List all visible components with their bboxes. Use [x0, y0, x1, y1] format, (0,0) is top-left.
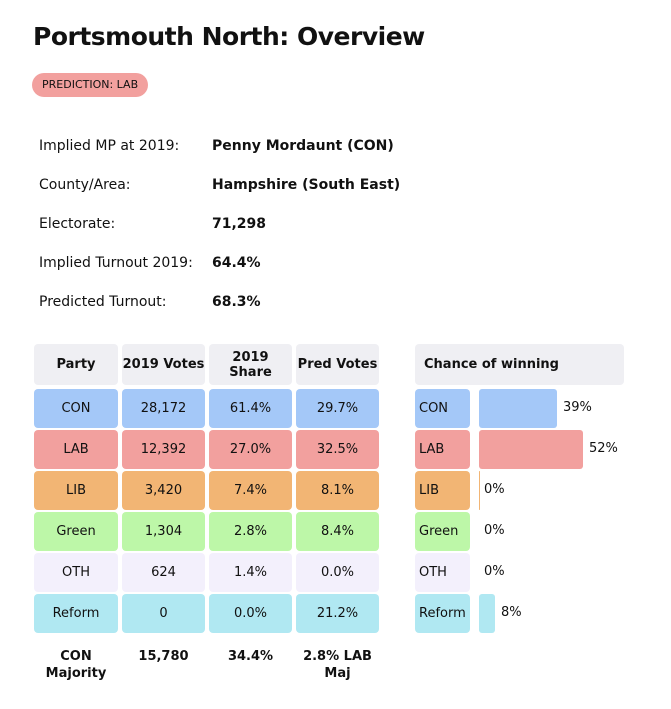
chance-party-label: CON — [415, 389, 470, 428]
info-value: 64.4% — [212, 254, 261, 271]
chance-bar — [479, 430, 583, 469]
chance-party-label: LIB — [415, 471, 470, 510]
votes-2019-cell: 28,172 — [122, 389, 205, 428]
info-row: Implied Turnout 2019: 64.4% — [39, 243, 400, 282]
pred-votes-cell: 8.1% — [296, 471, 379, 510]
footer-cell: 15,780 — [138, 649, 189, 664]
info-label: Predicted Turnout: — [39, 293, 167, 310]
chance-header: Chance of winning — [415, 344, 624, 385]
info-row: County/Area: Hampshire (South East) — [39, 165, 400, 204]
party-cell: CON — [34, 389, 118, 428]
footer-cell: CON Majority — [45, 649, 107, 681]
share-2019-cell: 7.4% — [209, 471, 292, 510]
share-2019-cell: 0.0% — [209, 594, 292, 633]
chance-percent: 52% — [589, 441, 618, 456]
info-value: Hampshire (South East) — [212, 176, 401, 193]
chance-party-label: OTH — [415, 553, 470, 592]
party-cell: OTH — [34, 553, 118, 592]
info-row: Implied MP at 2019: Penny Mordaunt (CON) — [39, 126, 400, 165]
chance-percent: 39% — [563, 400, 592, 415]
info-label: Electorate: — [39, 215, 116, 232]
votes-2019-cell: 624 — [122, 553, 205, 592]
pred-votes-cell: 32.5% — [296, 430, 379, 469]
chance-percent: 8% — [501, 605, 522, 620]
info-value: 68.3% — [212, 293, 261, 310]
share-2019-cell: 61.4% — [209, 389, 292, 428]
column-header: 2019 Votes — [122, 344, 205, 385]
chance-party-label: LAB — [415, 430, 470, 469]
share-2019-cell: 2.8% — [209, 512, 292, 551]
party-cell: Reform — [34, 594, 118, 633]
share-2019-cell: 1.4% — [209, 553, 292, 592]
info-label: Implied MP at 2019: — [39, 137, 180, 154]
column-header: Pred Votes — [296, 344, 379, 385]
chance-bar — [479, 594, 495, 633]
pred-votes-cell: 29.7% — [296, 389, 379, 428]
footer-cell: 34.4% — [227, 649, 274, 664]
votes-2019-cell: 0 — [122, 594, 205, 633]
chance-bar — [479, 471, 480, 510]
pred-votes-cell: 8.4% — [296, 512, 379, 551]
votes-2019-cell: 12,392 — [122, 430, 205, 469]
footer-cell: 2.8% LAB Maj — [303, 649, 372, 681]
info-label: Implied Turnout 2019: — [39, 254, 193, 271]
chance-party-label: Reform — [415, 594, 470, 633]
chance-party-label: Green — [415, 512, 470, 551]
party-cell: Green — [34, 512, 118, 551]
info-value: 71,298 — [212, 215, 267, 232]
pred-votes-cell: 21.2% — [296, 594, 379, 633]
column-header: Party — [34, 344, 118, 385]
chance-percent: 0% — [484, 482, 505, 497]
prediction-badge: PREDICTION: LAB — [32, 73, 149, 97]
info-row: Electorate: 71,298 — [39, 204, 400, 243]
party-cell: LAB — [34, 430, 118, 469]
constituency-info: Implied MP at 2019: Penny Mordaunt (CON) C… — [39, 126, 400, 321]
share-2019-cell: 27.0% — [209, 430, 292, 469]
chance-percent: 0% — [484, 564, 505, 579]
column-header: 2019 Share — [209, 344, 292, 385]
pred-votes-cell: 0.0% — [296, 553, 379, 592]
chance-percent: 0% — [484, 523, 505, 538]
votes-2019-cell: 3,420 — [122, 471, 205, 510]
info-value: Penny Mordaunt (CON) — [212, 137, 394, 154]
page-title: Portsmouth North: Overview — [33, 22, 425, 51]
votes-2019-cell: 1,304 — [122, 512, 205, 551]
info-row: Predicted Turnout: 68.3% — [39, 282, 400, 321]
info-label: County/Area: — [39, 176, 131, 193]
party-cell: LIB — [34, 471, 118, 510]
chance-bar — [479, 389, 557, 428]
